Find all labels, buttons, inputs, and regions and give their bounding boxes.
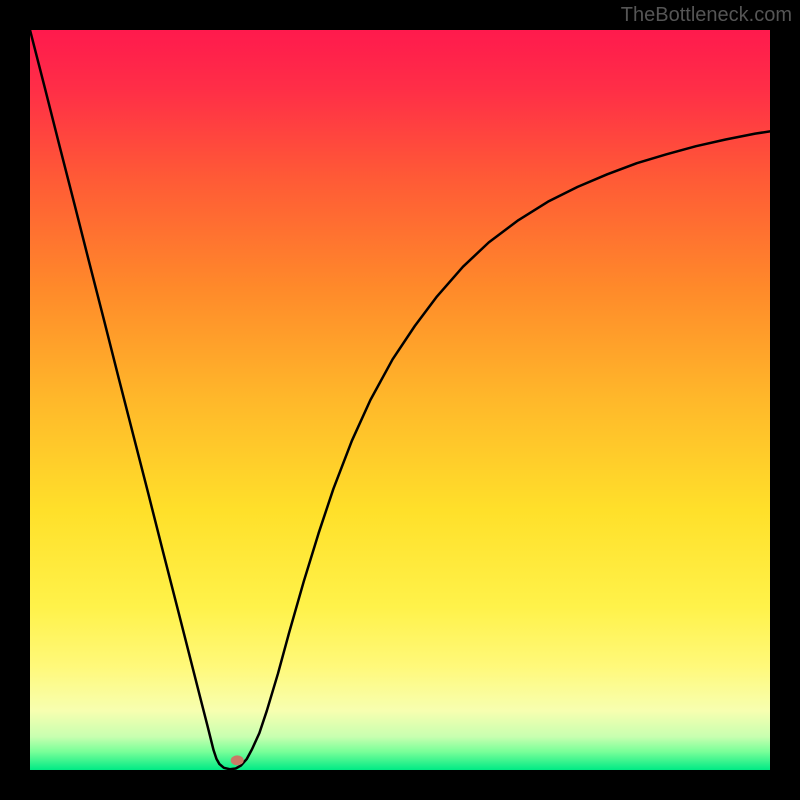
bottleneck-chart	[30, 30, 770, 770]
chart-background	[30, 30, 770, 770]
watermark-text: TheBottleneck.com	[621, 4, 792, 27]
optimum-marker	[231, 755, 244, 765]
chart-plot-area	[30, 30, 770, 770]
